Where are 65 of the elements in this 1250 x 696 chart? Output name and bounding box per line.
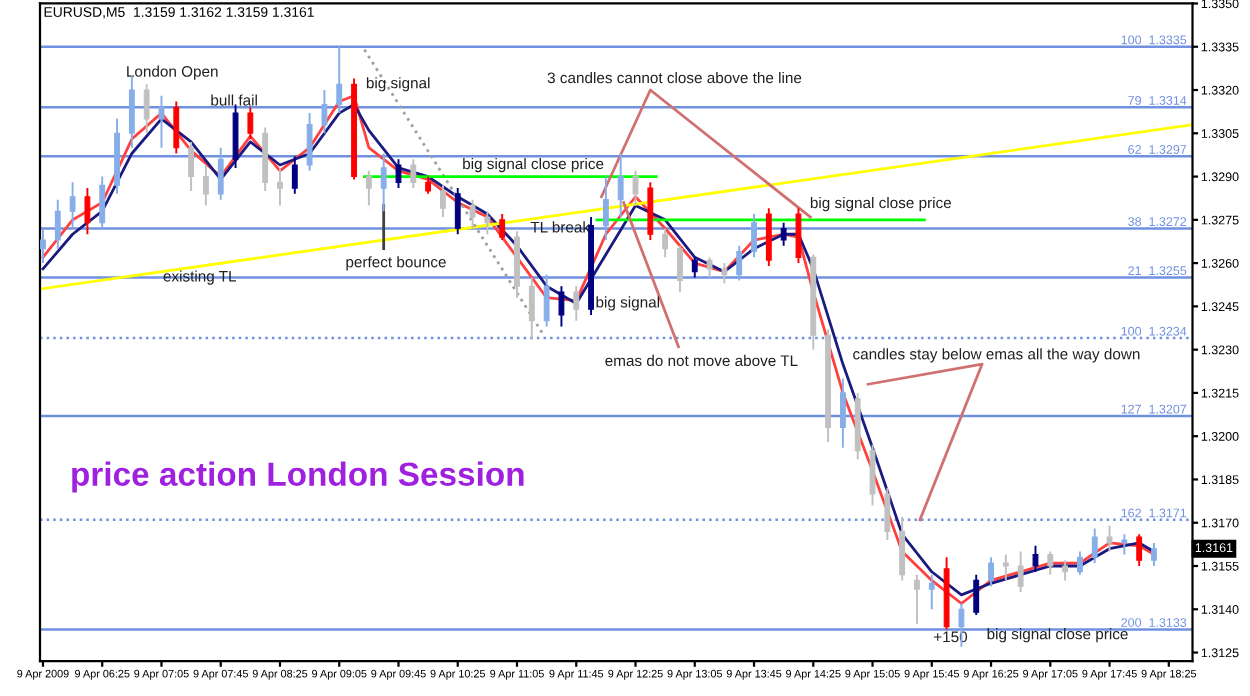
- candlestick: [795, 207, 802, 265]
- candlestick: [899, 515, 906, 582]
- annotation: price action London Session: [72, 461, 524, 493]
- candlestick: [869, 443, 876, 507]
- candlestick: [395, 158, 402, 190]
- candlestick: [336, 45, 343, 115]
- candlestick: [1106, 524, 1113, 553]
- candlestick: [247, 106, 254, 141]
- candlestick: [1017, 550, 1024, 593]
- candlestick: [558, 285, 565, 328]
- candlestick: [1002, 553, 1009, 582]
- candlestick: [232, 103, 239, 169]
- candlestick: [528, 276, 535, 340]
- candlestick: [173, 100, 180, 155]
- candlestick: [306, 112, 313, 172]
- candlestick: [662, 227, 669, 259]
- candlestick: [1121, 533, 1128, 556]
- candlestick: [277, 166, 283, 207]
- candlestick: [1151, 541, 1157, 567]
- candlestick: [217, 146, 224, 201]
- candlestick: [736, 244, 743, 282]
- candlestick: [632, 169, 639, 207]
- candlestick: [765, 207, 772, 267]
- candlestick: [602, 175, 609, 241]
- candlestick: [988, 556, 994, 588]
- candlestick: [721, 262, 728, 285]
- candlestick: [321, 89, 328, 135]
- candlestick: [573, 285, 580, 322]
- candlestick: [454, 187, 461, 236]
- candlestick: [1047, 550, 1054, 576]
- candlestick: [99, 175, 106, 230]
- candlestick: [928, 573, 935, 611]
- candlestick: [751, 213, 757, 259]
- candlestick: [1136, 533, 1143, 567]
- candlestick: [973, 573, 980, 617]
- candlestick: [484, 210, 491, 236]
- candlestick: [617, 152, 624, 218]
- candlestick: [884, 487, 891, 542]
- candlestick: [291, 155, 298, 195]
- candlestick: [839, 377, 846, 449]
- candlestick: [677, 244, 683, 293]
- candlestick: [202, 164, 209, 207]
- candlestick: [40, 227, 46, 265]
- candlestick: [914, 573, 920, 625]
- candlestick: [143, 83, 150, 135]
- candlestick: [499, 213, 506, 241]
- candlestick: [410, 158, 417, 190]
- candlestick: [1062, 559, 1069, 582]
- candlestick: [469, 198, 476, 230]
- candlestick: [1076, 550, 1083, 576]
- candlestick: [647, 181, 654, 241]
- candlestick: [69, 181, 76, 230]
- candlestick: [158, 94, 165, 149]
- candlestick: [1091, 527, 1098, 565]
- candlestick: [84, 187, 91, 236]
- candlestick: [128, 74, 135, 149]
- candlestick: [543, 273, 550, 328]
- candlestick: [440, 184, 446, 218]
- candlestick: [188, 140, 195, 192]
- candlestick: [54, 198, 61, 250]
- candlestick: [1032, 544, 1039, 573]
- candlestick: [691, 256, 698, 279]
- candlestick: [780, 221, 787, 247]
- candlestick: [706, 256, 713, 279]
- candlestick: [365, 169, 372, 207]
